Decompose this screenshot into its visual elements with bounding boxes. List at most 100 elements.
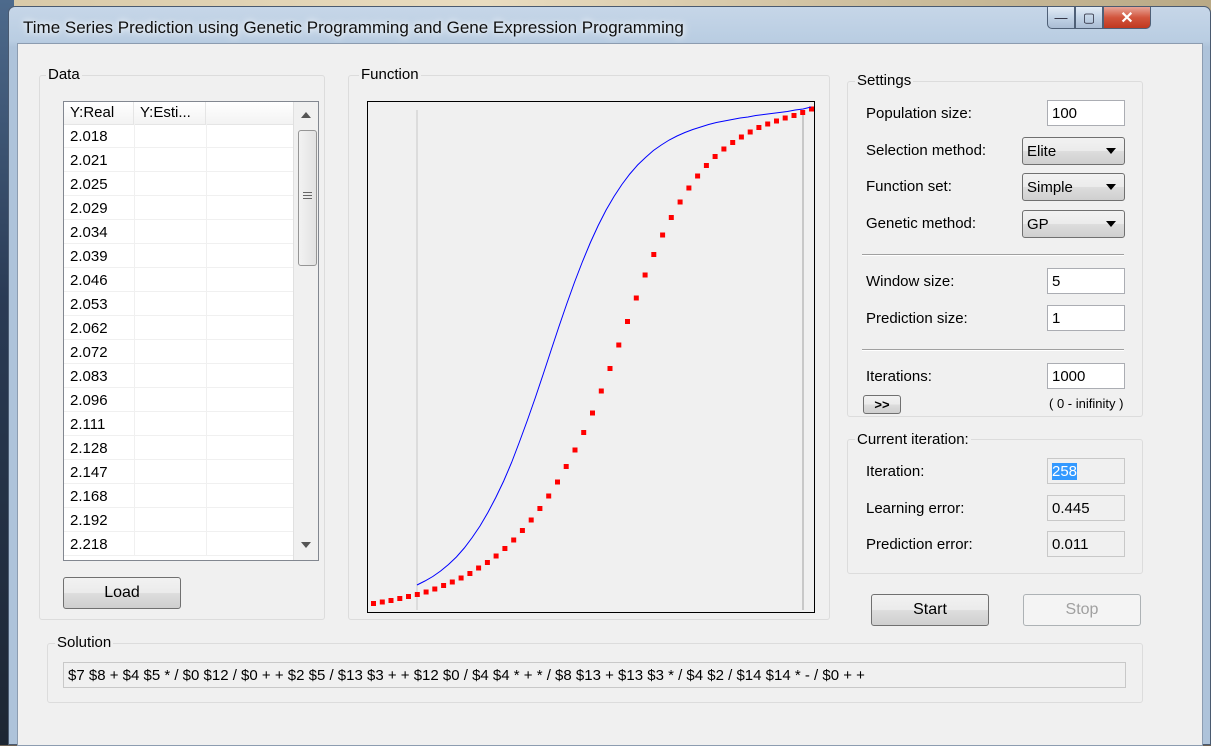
list-item-y-real: 2.034 xyxy=(70,224,108,241)
start-button[interactable]: Start xyxy=(871,594,989,626)
real-value-point xyxy=(484,560,490,565)
column-divider xyxy=(134,196,135,220)
list-item[interactable]: 2.072 xyxy=(64,340,293,364)
column-divider xyxy=(206,388,207,412)
learning-error-field[interactable]: 0.445 xyxy=(1047,495,1125,521)
list-item[interactable]: 2.168 xyxy=(64,484,293,508)
real-value-point xyxy=(686,185,692,191)
iteration-label: Iteration: xyxy=(866,463,925,480)
list-item[interactable]: 2.192 xyxy=(64,508,293,532)
grip-line xyxy=(303,192,312,193)
selection-method-select[interactable]: Elite xyxy=(1022,137,1125,165)
list-item[interactable]: 2.062 xyxy=(64,316,293,340)
column-divider xyxy=(206,436,207,460)
prediction-error-label: Prediction error: xyxy=(866,536,973,553)
real-value-point xyxy=(371,601,376,606)
list-item[interactable]: 2.128 xyxy=(64,436,293,460)
real-value-point xyxy=(388,598,394,603)
real-value-point xyxy=(738,134,744,140)
population-size-input[interactable]: 100 xyxy=(1047,100,1125,126)
chevron-down-icon xyxy=(1106,221,1116,227)
window-size-input[interactable]: 5 xyxy=(1047,268,1125,294)
real-value-point xyxy=(809,106,814,112)
real-value-point xyxy=(598,388,604,394)
list-item[interactable]: 2.034 xyxy=(64,220,293,244)
data-list[interactable]: Y:Real Y:Esti... 2.018 2.021 2.025 2.029 2.0… xyxy=(63,101,319,561)
column-header-y-real[interactable]: Y:Real xyxy=(64,102,134,124)
selection-method-value: Elite xyxy=(1027,143,1057,160)
current-iteration-group-label: Current iteration: xyxy=(855,431,971,448)
list-item[interactable]: 2.147 xyxy=(64,460,293,484)
real-value-point xyxy=(774,118,779,124)
list-item[interactable]: 2.039 xyxy=(64,244,293,268)
genetic-method-label: Genetic method: xyxy=(866,215,977,232)
selection-method-label: Selection method: xyxy=(866,142,987,159)
real-value-point xyxy=(590,410,595,416)
column-header-y-estimated[interactable]: Y:Esti... xyxy=(134,102,206,124)
list-item-y-real: 2.062 xyxy=(70,320,108,337)
function-group xyxy=(348,75,830,620)
list-item[interactable]: 2.053 xyxy=(64,292,293,316)
list-item[interactable]: 2.021 xyxy=(64,148,293,172)
column-divider xyxy=(206,532,207,556)
list-item[interactable]: 2.096 xyxy=(64,388,293,412)
column-divider xyxy=(206,148,207,172)
scroll-up-icon[interactable] xyxy=(301,112,311,118)
maximize-button[interactable]: ▢ xyxy=(1075,7,1103,29)
prediction-error-field[interactable]: 0.011 xyxy=(1047,531,1125,557)
real-value-point xyxy=(519,528,525,533)
column-divider xyxy=(206,172,207,196)
close-button[interactable]: ✕ xyxy=(1103,7,1151,29)
column-divider xyxy=(134,244,135,268)
list-item[interactable]: 2.018 xyxy=(64,124,293,148)
prediction-size-input[interactable]: 1 xyxy=(1047,305,1125,331)
function-set-label: Function set: xyxy=(866,178,952,195)
real-value-point xyxy=(423,589,429,595)
list-item-y-real: 2.192 xyxy=(70,512,108,529)
real-value-point xyxy=(712,154,718,159)
column-divider xyxy=(206,484,207,508)
genetic-method-value: GP xyxy=(1027,216,1049,233)
real-value-point xyxy=(528,517,534,523)
list-item[interactable]: 2.046 xyxy=(64,268,293,292)
list-item[interactable]: 2.025 xyxy=(64,172,293,196)
list-item[interactable]: 2.029 xyxy=(64,196,293,220)
more-settings-button[interactable]: >> xyxy=(863,395,901,414)
column-divider xyxy=(134,292,135,316)
list-item[interactable]: 2.111 xyxy=(64,412,293,436)
real-value-point xyxy=(677,199,683,205)
list-item-y-real: 2.053 xyxy=(70,296,108,313)
column-divider xyxy=(206,196,207,220)
client-area: Data Y:Real Y:Esti... 2.018 2.021 2.025 2.0… xyxy=(17,43,1203,746)
scroll-down-icon[interactable] xyxy=(301,542,311,548)
list-scrollbar[interactable] xyxy=(293,102,318,560)
column-divider xyxy=(206,220,207,244)
scroll-thumb[interactable] xyxy=(298,130,317,266)
iterations-label: Iterations: xyxy=(866,368,932,385)
function-set-select[interactable]: Simple xyxy=(1022,173,1125,201)
minimize-button[interactable]: — xyxy=(1047,7,1075,29)
stop-button[interactable]: Stop xyxy=(1023,594,1141,626)
real-value-point xyxy=(432,586,438,592)
real-value-point xyxy=(695,173,701,179)
real-value-point xyxy=(441,583,447,588)
column-divider xyxy=(134,436,135,460)
list-item[interactable]: 2.218 xyxy=(64,532,293,556)
column-divider xyxy=(134,340,135,364)
iteration-value: 258 xyxy=(1052,463,1078,480)
list-item[interactable]: 2.083 xyxy=(64,364,293,388)
iterations-input[interactable]: 1000 xyxy=(1047,363,1125,389)
iteration-value-field[interactable]: 258 xyxy=(1047,458,1125,484)
column-divider xyxy=(134,508,135,532)
real-value-point xyxy=(607,366,613,371)
load-button[interactable]: Load xyxy=(63,577,181,609)
list-item-y-real: 2.096 xyxy=(70,392,108,409)
column-divider xyxy=(134,268,135,292)
column-divider xyxy=(206,340,207,364)
column-divider xyxy=(206,244,207,268)
app-window: Time Series Prediction using Genetic Pro… xyxy=(8,6,1211,746)
solution-expression-field[interactable]: $7 $8 + $4 $5 * / $0 $12 / $0 + + $2 $5 … xyxy=(63,662,1126,688)
real-value-point xyxy=(633,295,639,301)
genetic-method-select[interactable]: GP xyxy=(1022,210,1125,238)
real-value-point xyxy=(747,129,753,135)
